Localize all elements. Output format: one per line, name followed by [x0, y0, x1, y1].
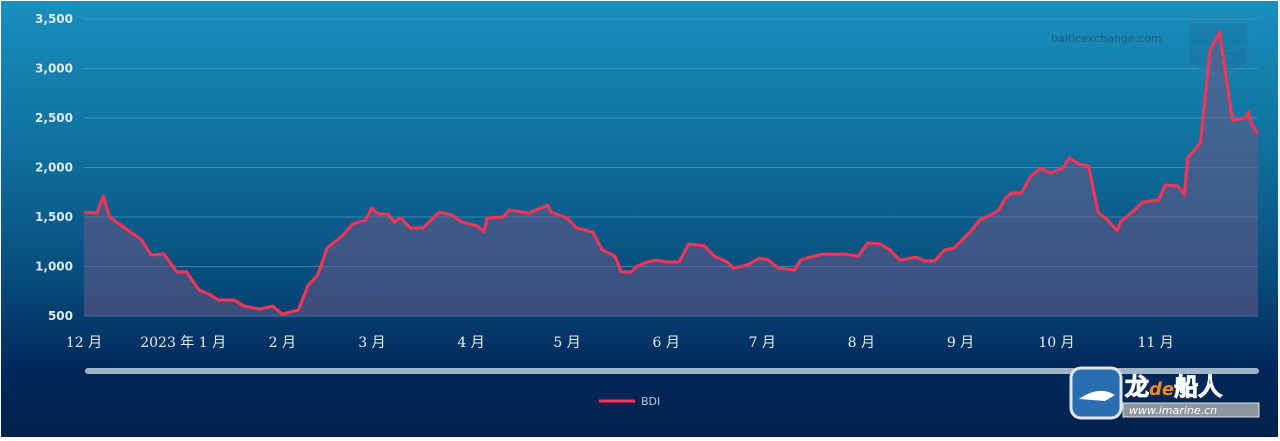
x-tick-label: 12 月	[66, 335, 102, 351]
imarine-logo: 龙de船人 www.imarine.cn	[1069, 366, 1260, 420]
x-tick-label: 8 月	[848, 335, 875, 351]
y-tick-label: 1,000	[35, 260, 73, 274]
x-tick-label: 4 月	[457, 335, 484, 351]
logo-wordmark: 龙de船人	[1125, 373, 1222, 401]
grid-lines	[84, 18, 1258, 317]
legend-label-bdi[interactable]: BDI	[641, 395, 660, 408]
series-line-bdi	[83, 30, 1260, 316]
y-tick-label: 500	[48, 309, 73, 323]
x-tick-label: 11 月	[1138, 335, 1174, 351]
y-tick-label: 2,500	[35, 111, 73, 125]
x-tick-label: 5 月	[553, 335, 580, 351]
x-tick-label: 2 月	[269, 335, 296, 351]
series-area-bdi	[84, 32, 1258, 316]
range-scrollbar[interactable]	[85, 368, 1259, 374]
x-tick-label: 6 月	[653, 335, 680, 351]
x-axis-labels: 12 月 2023 年 1 月 2 月 3 月 4 月 5 月 6 月 7 月 8 月 9 月 10…	[66, 335, 1174, 351]
y-tick-label: 3,000	[35, 62, 73, 76]
x-tick-label: 3 月	[358, 335, 385, 351]
x-tick-label: 2023 年 1 月	[140, 335, 226, 351]
x-tick-label: 7 月	[748, 335, 775, 351]
x-tick-label: 10 月	[1038, 335, 1074, 351]
y-tick-label: 1,500	[35, 210, 73, 224]
x-tick-label: 9 月	[947, 335, 974, 351]
y-tick-label: 3,500	[35, 12, 73, 26]
y-tick-label: 2,000	[35, 161, 73, 175]
y-axis-labels: 500 1,000 1,500 2,000 2,500 3,000 3,500	[35, 12, 73, 323]
logo-url: www.imarine.cn	[1129, 404, 1217, 417]
watermark-text: balticexchange.com	[1051, 32, 1162, 45]
